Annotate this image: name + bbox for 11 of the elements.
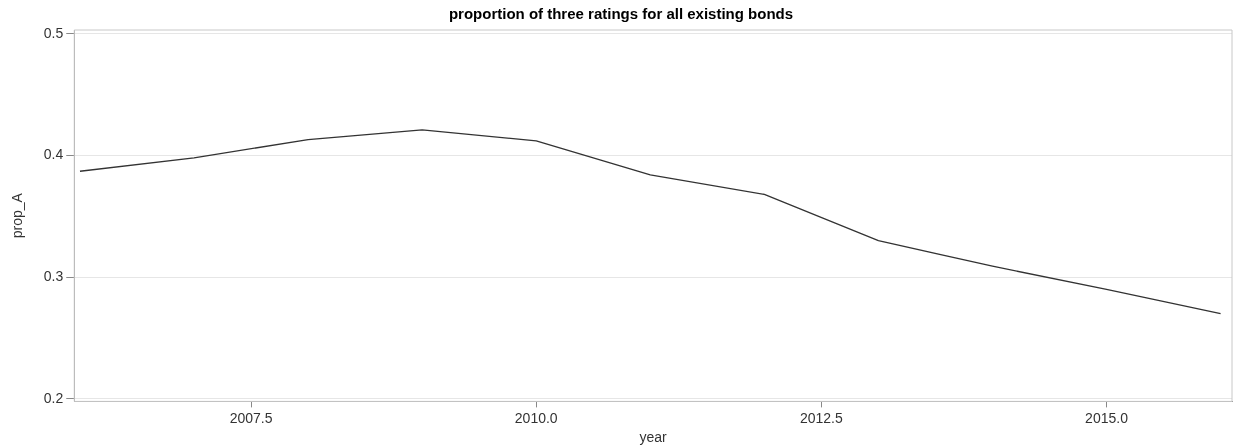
x-axis-title: year <box>639 429 668 446</box>
x-tick-label: 2012.5 <box>799 409 843 426</box>
x-tick-label: 2010.0 <box>514 409 558 426</box>
y-tick-label: 0.2 <box>43 389 64 406</box>
x-tick-label: 2015.0 <box>1085 409 1129 426</box>
y-axis-title: prop_A <box>9 192 26 239</box>
y-tick-label: 0.5 <box>43 24 64 41</box>
y-tick-label: 0.3 <box>43 268 64 285</box>
x-tick-label: 2007.5 <box>229 409 273 426</box>
y-tick-label: 0.4 <box>43 146 64 163</box>
chart-title: proportion of three ratings for all existing bonds <box>448 5 794 23</box>
